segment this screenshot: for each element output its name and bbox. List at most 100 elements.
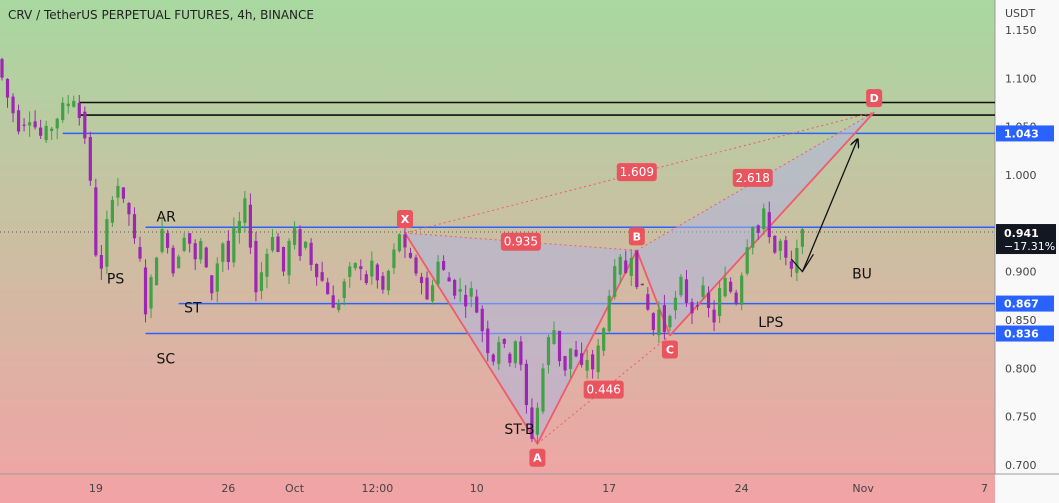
time-tick: 10 [470,482,484,495]
point-badge [396,210,413,228]
candle-body [215,263,219,292]
candle-body [348,266,352,277]
candle-body [414,257,418,274]
candle-body [662,305,666,332]
candle-body [574,349,578,357]
candle-body [469,288,473,297]
candle-body [480,308,484,332]
ratio-label: 0.446 [587,383,621,397]
candle-body [640,283,644,286]
candle-body [11,96,15,114]
level-price-label: 1.043 [1004,127,1039,140]
candle-body [695,305,700,307]
candle-body [607,295,611,332]
candle-body [458,289,462,292]
candle-body [66,103,70,107]
candle-body [72,100,76,107]
candle-body [337,303,341,310]
candle-body [177,256,181,269]
candle-body [149,277,153,309]
price-tick: 0.850 [1005,314,1037,327]
point-badge [628,227,645,246]
candle-body [99,254,103,269]
currency-label: USDT [1005,7,1036,20]
candle-body [110,199,114,223]
candle-body [254,240,258,293]
candle-body [39,127,43,136]
point-label: A [533,452,542,465]
candle-body [105,219,109,267]
candle-body [453,279,457,296]
candle-body [684,279,689,304]
candle-body [33,121,37,128]
candle-body [375,264,379,281]
candle-body [116,185,120,198]
candle-body [557,330,562,362]
candle-body [530,407,534,439]
candle-body [28,122,32,126]
time-tick: 24 [735,482,749,495]
candle-body [226,240,230,263]
candle-body [315,263,319,278]
candle-body [221,243,225,262]
candle-body [408,252,413,258]
candle-body [430,285,435,302]
candle-body [580,353,584,365]
time-axis: 19 26 Oct 12:00 10 17 24 Nov 7 [89,482,988,495]
candle-body [745,247,749,274]
candle-body [502,339,506,344]
candle-body [320,272,324,281]
candles [0,57,804,445]
wyckoff-label: ST [184,300,202,316]
level-price-label: 0.867 [1004,298,1039,311]
candle-body [541,368,545,412]
candle-body [61,102,65,121]
candle-body [154,257,159,286]
ratio-label: 2.618 [736,171,770,185]
candle-body [193,243,197,260]
chart-title: CRV / TetherUS PERPETUAL FUTURES, 4h, BI… [8,8,314,22]
candle-body [568,348,573,369]
ratio-label: 0.935 [504,235,538,249]
candle-body [425,277,429,300]
candle-body [127,203,131,215]
candle-body [486,328,490,354]
candle-body [701,285,705,297]
current-price-label: 0.941 [1004,227,1039,240]
candle-body [171,247,175,274]
candle-body [668,315,672,328]
candle-body [635,250,639,288]
candle-body [789,261,793,269]
candle-body [795,247,799,273]
candle-body [386,270,390,291]
time-tick: 19 [89,482,103,495]
candle-body [552,330,556,344]
candle-body [591,354,595,370]
harmonic-ratio-line [636,111,875,251]
price-tick: 0.750 [1005,411,1037,424]
candle-body [464,294,468,307]
candle-body [381,275,385,290]
projection-arrow [801,139,857,272]
candle-body [762,208,766,230]
point-label: C [666,343,674,356]
candle-body [243,198,247,223]
candle-body [718,288,722,317]
candle-body [353,263,357,269]
ratio-label: 1.609 [620,165,654,179]
wyckoff-label: AR [157,209,177,225]
candle-body [475,296,479,313]
candle-body [276,236,280,253]
candle-body [706,292,711,308]
candle-body [326,282,330,295]
time-tick: 12:00 [362,482,394,495]
wyckoff-label: SC [157,352,176,368]
level-price-badge [996,125,1054,142]
harmonic-ratio-line [404,111,875,234]
candle-body [94,187,98,256]
price-axis: 0.7000.7500.8000.8500.9001.0001.0501.100… [996,24,1056,472]
point-badge [529,448,546,467]
candle-body [773,235,777,253]
candle-body [712,309,716,323]
